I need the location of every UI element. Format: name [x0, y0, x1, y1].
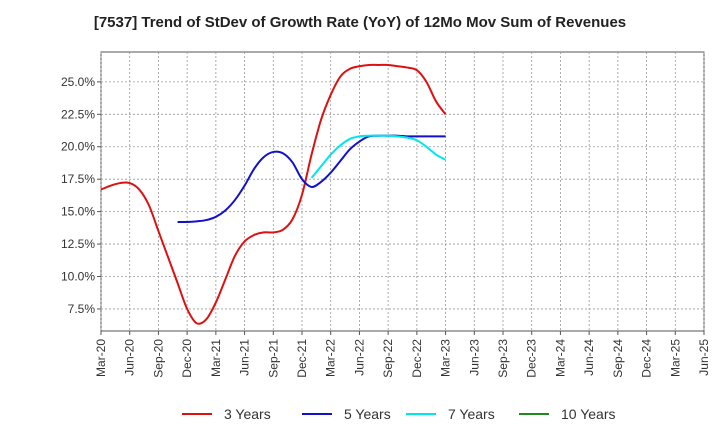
axis-layer: 7.5% 10.0% 12.5% 15.0% 17.5% 20.0% 22.5% 25.0% M…	[61, 75, 711, 378]
x-tick-label: Mar-25	[668, 339, 682, 377]
x-tick-label: Mar-24	[553, 339, 567, 377]
y-tick-label: 22.5%	[61, 107, 95, 121]
legend-label: 3 Years	[224, 406, 271, 422]
x-tick-label: Mar-21	[209, 339, 223, 377]
x-tick-label: Jun-24	[582, 339, 596, 376]
y-tick-label: 25.0%	[61, 75, 95, 89]
x-tick-label: Dec-20	[180, 339, 194, 378]
legend-label: 5 Years	[344, 406, 391, 422]
y-tick-label: 12.5%	[61, 237, 95, 251]
plot-area	[100, 51, 705, 332]
x-tick-label: Jun-20	[123, 339, 137, 376]
x-tick-label: Sep-23	[496, 339, 510, 378]
y-tick-label: 15.0%	[61, 205, 95, 219]
x-tick-label: Sep-24	[611, 339, 625, 378]
legend-label: 10 Years	[561, 406, 616, 422]
y-tick-label: 7.5%	[68, 302, 96, 316]
x-tick-label: Dec-21	[295, 339, 309, 378]
x-tick-label: Sep-20	[151, 339, 165, 378]
series-line-3-years	[100, 63, 447, 325]
x-tick-label: Sep-21	[266, 339, 280, 378]
x-tick-label: Dec-24	[640, 339, 654, 378]
series-line-7-years	[310, 134, 447, 179]
x-tick-label: Jun-23	[467, 339, 481, 376]
x-tick-label: Mar-22	[324, 339, 338, 377]
x-tick-label: Dec-23	[525, 339, 539, 378]
y-tick-label: 10.0%	[61, 269, 95, 283]
x-tick-label: Dec-22	[410, 339, 424, 378]
legend-label: 7 Years	[448, 406, 495, 422]
legend: 3 Years 5 Years 7 Years 10 Years	[182, 406, 616, 422]
y-tick-label: 20.0%	[61, 140, 95, 154]
x-tick-label: Jun-21	[238, 339, 252, 376]
x-tick-label: Jun-22	[352, 339, 366, 376]
x-tick-label: Mar-20	[94, 339, 108, 377]
chart-title: [7537] Trend of StDev of Growth Rate (Yo…	[93, 14, 627, 31]
x-tick-label: Mar-23	[439, 339, 453, 377]
grid-layer	[100, 51, 705, 332]
y-tick-label: 17.5%	[61, 172, 95, 186]
x-tick-label: Jun-25	[697, 339, 711, 376]
series-layer	[100, 63, 447, 325]
x-tick-label: Sep-22	[381, 339, 395, 378]
